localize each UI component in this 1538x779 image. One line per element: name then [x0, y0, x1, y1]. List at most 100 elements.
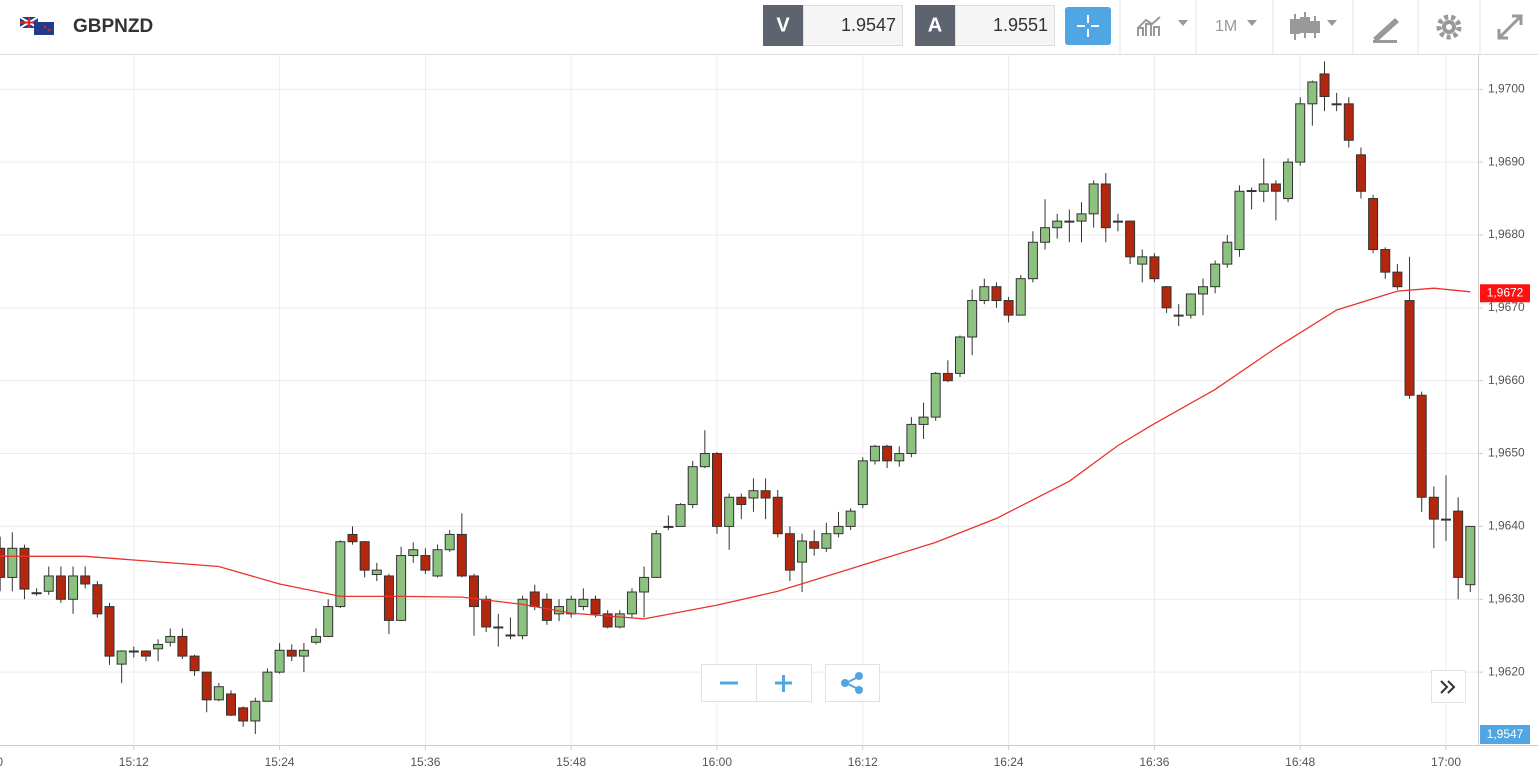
candle-body [456, 533, 467, 577]
candle-body [1161, 286, 1172, 309]
candle-body [347, 533, 358, 543]
candle-body [1198, 286, 1208, 295]
settings-button[interactable] [1436, 14, 1462, 40]
x-tick-label: 16:24 [994, 755, 1024, 769]
candle-body [1270, 183, 1281, 192]
y-tick-label: 1,9640 [1488, 519, 1525, 533]
candle-body [675, 504, 686, 527]
chart-type-button[interactable] [1137, 16, 1188, 36]
x-tick-label: 16:12 [848, 755, 878, 769]
sell-price[interactable]: 1.9547 [841, 15, 896, 35]
candle-body [420, 555, 431, 571]
candle-body [712, 453, 722, 527]
zoom-out-button[interactable] [701, 664, 757, 702]
candle-body [274, 649, 285, 673]
candle-body [590, 598, 601, 615]
y-tick-label: 1,9670 [1488, 300, 1525, 314]
candle-body [1125, 220, 1136, 258]
buy-label[interactable]: A [928, 14, 942, 36]
candle-body [1295, 103, 1306, 163]
candle-body [1319, 73, 1330, 98]
candle-body [578, 598, 589, 608]
candle-body [469, 575, 479, 608]
candle-body [1441, 518, 1451, 521]
candle-body [979, 286, 990, 302]
fullscreen-button[interactable] [1497, 14, 1523, 40]
candle-body [444, 533, 455, 551]
candle-body [1185, 293, 1196, 316]
candle-body [177, 635, 188, 657]
y-tick-label: 1,9700 [1488, 81, 1525, 95]
x-tick-label: 15:24 [265, 755, 295, 769]
y-tick-label: 1,9630 [1488, 591, 1525, 605]
candle-body [1392, 271, 1403, 288]
candle-body [991, 286, 1002, 302]
candle-body [250, 700, 261, 722]
candle-body [602, 613, 613, 628]
buy-button[interactable] [915, 5, 955, 46]
candle-body [371, 569, 382, 576]
candle-body [1380, 249, 1391, 273]
zoom-in-button[interactable] [756, 664, 812, 702]
scroll-right-button[interactable] [1431, 670, 1466, 703]
bid-price-label: 1,9547 [1487, 727, 1524, 741]
x-tick-label: 15:36 [410, 755, 440, 769]
candle-body [809, 541, 820, 549]
buy-price-box[interactable] [955, 5, 1055, 46]
candle-body [128, 650, 139, 653]
grid [0, 55, 1478, 745]
candle-body [1112, 220, 1123, 223]
x-tick-label: 15:00 [0, 755, 3, 769]
crosshair-button[interactable] [1065, 7, 1111, 45]
y-tick-label: 1,9660 [1488, 373, 1525, 387]
candle-body [80, 575, 91, 585]
candle-body [906, 423, 917, 455]
candle-body [116, 650, 127, 665]
candle-body [408, 549, 419, 557]
timeframe-caret[interactable] [1247, 20, 1257, 26]
sell-label[interactable]: V [776, 14, 790, 36]
candle-body [663, 525, 674, 528]
share-button[interactable] [825, 664, 880, 702]
candle-body [566, 598, 577, 615]
candle-body [845, 510, 856, 527]
candle-body [967, 300, 978, 338]
candle-body [1428, 496, 1439, 520]
candle-body [1234, 190, 1245, 251]
candle-type-button[interactable] [1290, 12, 1337, 40]
candle-body [165, 635, 176, 643]
draw-tool-button[interactable] [1373, 18, 1399, 43]
candle-body [1416, 394, 1427, 498]
candle-body [383, 575, 394, 621]
candle-body [857, 460, 868, 506]
candle-body [1027, 241, 1038, 280]
candle-body [1331, 103, 1342, 106]
candle-body [651, 533, 662, 578]
candle-body [140, 650, 151, 657]
candle-body [1368, 198, 1379, 251]
buy-price[interactable]: 1.9551 [993, 15, 1048, 35]
candle-body [286, 649, 297, 657]
axes: 1,96201,96301,96401,96501,96601,96701,96… [0, 81, 1530, 769]
candle-body [882, 445, 893, 462]
sell-price-box[interactable] [803, 5, 903, 46]
candle-body [189, 655, 200, 672]
sell-button[interactable] [763, 5, 803, 46]
y-tick-label: 1,9620 [1488, 664, 1525, 678]
timeframe[interactable]: 1M [1215, 18, 1237, 35]
candle-body [869, 445, 880, 462]
candle-body [724, 496, 735, 527]
candle-body [1064, 220, 1075, 223]
candle-body [1307, 81, 1318, 105]
x-tick-label: 15:12 [119, 755, 149, 769]
candle-body [1015, 278, 1026, 316]
candle-body [505, 634, 516, 637]
candle-body [1404, 300, 1415, 396]
candle-body [1210, 263, 1221, 288]
plot-area [0, 61, 1476, 735]
candle-body [335, 541, 346, 608]
x-tick-label: 16:36 [1139, 755, 1169, 769]
candle-body [213, 686, 224, 701]
candle-body [942, 372, 953, 382]
